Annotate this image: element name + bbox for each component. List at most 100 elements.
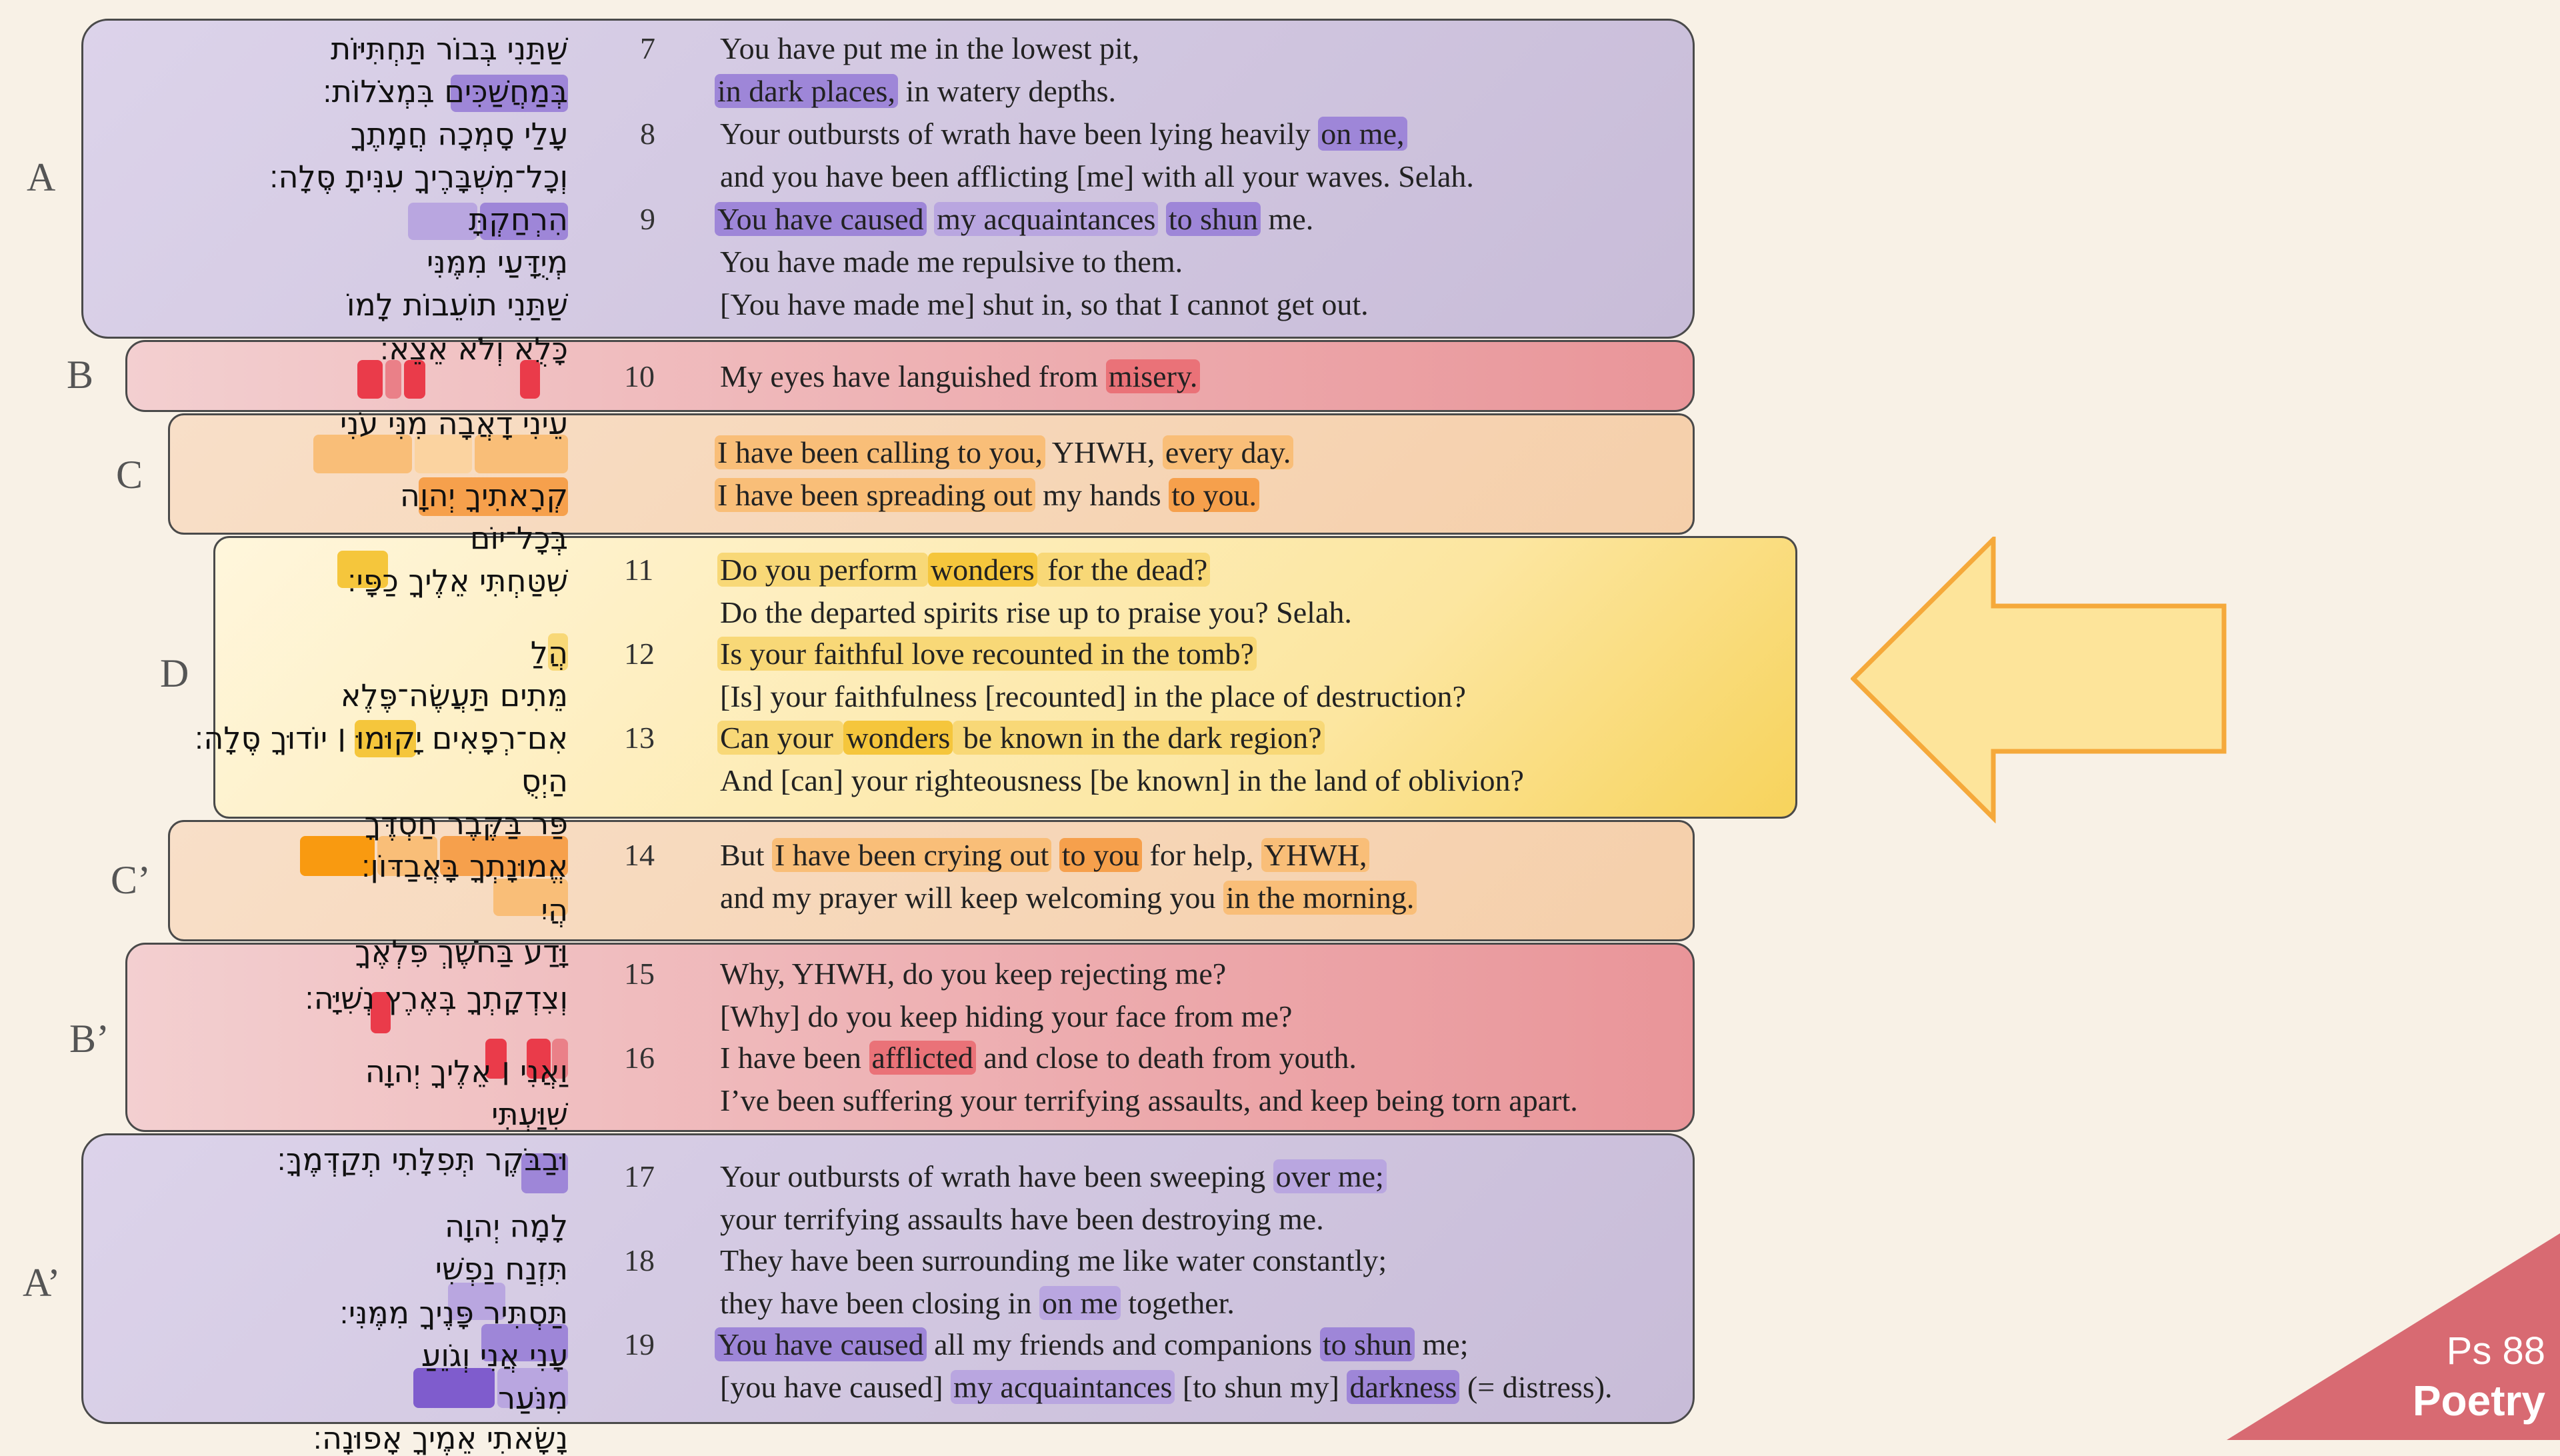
highlight: in the morning. — [1223, 881, 1417, 915]
hebrew-highlight — [371, 992, 391, 1033]
hebrew-highlight — [355, 720, 416, 757]
verse-number: 16 — [624, 1041, 655, 1075]
highlight: wonders — [927, 553, 1037, 587]
section-label-c-prime: C’ — [111, 858, 151, 902]
text: my hands — [1035, 478, 1169, 512]
highlight: to shun — [1319, 1327, 1415, 1361]
english-line: I have been afflicted and close to death… — [720, 1040, 1357, 1075]
verse-number: 18 — [624, 1243, 655, 1277]
text: [Why] do you keep hiding your face from … — [720, 999, 1293, 1033]
section-label-b-prime: B’ — [69, 1017, 109, 1061]
hebrew-line: קְרָאתִיךָ יְהוָה — [399, 477, 568, 513]
english-line: You have caused my acquaintances to shun… — [715, 201, 1313, 237]
text: My eyes have languished from — [720, 359, 1106, 393]
hebrew-highlight — [408, 203, 477, 240]
hebrew-highlight — [419, 477, 568, 516]
corner-triangle — [2227, 1233, 2560, 1440]
english-line: And [can] your righteousness [be known] … — [720, 763, 1524, 798]
english-line: [You have made me] shut in, so that I ca… — [720, 287, 1369, 322]
hebrew-line: וָּדַע בַּחֹשֶׁךְ פִּלְאֶךָ — [355, 933, 568, 969]
hebrew-line: מֵּתִים תַּעֲשֶׂה־פֶּלֶא — [340, 677, 568, 713]
hebrew-line: שִׁוַּעְתִּי — [491, 1096, 568, 1132]
text: your terrifying assaults have been destr… — [720, 1202, 1324, 1236]
highlight: for the dead? — [1037, 553, 1211, 587]
hebrew-highlight — [413, 1368, 495, 1408]
text: me; — [1415, 1327, 1469, 1361]
hebrew-line: הִרְחַקְתָּ — [469, 201, 568, 237]
left-arrow-icon — [1851, 537, 2227, 823]
english-line: My eyes have languished from misery. — [720, 359, 1201, 394]
hebrew-line: אֱמוּנָתְךָ בָּאֲבַדּוֹן׃ — [361, 848, 568, 884]
highlight: I have been crying out — [771, 838, 1052, 872]
section-label-a-prime: A’ — [23, 1261, 61, 1305]
verse-number: 14 — [624, 838, 655, 872]
hebrew-highlight — [300, 836, 375, 876]
verse-number: 11 — [624, 553, 654, 587]
english-line: You have put me in the lowest pit, — [720, 31, 1139, 66]
hebrew-line: פַּר בַּקֶּבֶר חַסְדֶּךָ — [364, 805, 568, 841]
hebrew-highlight — [448, 1283, 505, 1320]
english-line: Can your wonders be known in the dark re… — [717, 720, 1325, 755]
verse-number: 7 — [640, 31, 655, 65]
english-line: [you have caused] my acquaintances [to s… — [720, 1369, 1613, 1405]
highlight: misery. — [1105, 359, 1201, 393]
hebrew-line: הַיְסֻ — [521, 763, 568, 799]
highlight: to you — [1059, 838, 1143, 872]
highlight: on me — [1039, 1286, 1121, 1320]
hebrew-line: נָשָׂאתִי אֵמֶיךָ אָפוּנָה׃ — [313, 1420, 568, 1456]
highlight: YHWH, — [1261, 838, 1370, 872]
text: [You have made me] shut in, so that I ca… — [720, 287, 1369, 321]
english-line: they have been closing in on me together… — [720, 1285, 1235, 1321]
english-line: Your outbursts of wrath have been sweepi… — [720, 1159, 1387, 1194]
hebrew-line: וְכָל־מִשְׁבָּרֶיךָ עִנִּיתָ סֶּלָה׃ — [269, 159, 568, 195]
highlight: every day. — [1162, 435, 1294, 469]
text: Your outbursts of wrath have been sweepi… — [720, 1159, 1273, 1193]
section-label-d: D — [160, 651, 189, 695]
hebrew-highlight — [493, 879, 568, 916]
highlight: be known in the dark region? — [953, 721, 1325, 755]
hebrew-line: הֲיִ — [541, 892, 568, 928]
hebrew-line: וּבַבֹּקֶר תְּפִלָּתִי תְקַדְּמֶךָּ׃ — [277, 1141, 568, 1177]
highlight: Can your — [717, 721, 844, 755]
text: together. — [1120, 1286, 1235, 1320]
hebrew-highlight — [485, 1039, 507, 1079]
english-line: I’ve been suffering your terrifying assa… — [720, 1083, 1578, 1118]
hebrew-highlight — [377, 836, 437, 876]
hebrew-highlight — [313, 435, 412, 473]
highlight: in dark places, — [715, 74, 898, 108]
hebrew-line: תִּזְנַח נַפְשִׁי — [435, 1251, 568, 1287]
hebrew-line: כָּלֻא וְלֹא אֵצֵא׃ — [379, 331, 568, 367]
english-line: in dark places, in watery depths. — [715, 73, 1116, 109]
section-label-c: C — [116, 453, 143, 497]
verse-number: 15 — [624, 957, 655, 991]
highlight: You have caused — [715, 202, 927, 236]
hebrew-highlight — [440, 836, 568, 876]
highlight: to shun — [1165, 202, 1261, 236]
english-line: Do the departed spirits rise up to prais… — [720, 595, 1352, 630]
hebrew-line: עֵינִי דָאֲבָה מִנִּי עֹנִי — [339, 405, 568, 441]
english-line: Do you perform wonders for the dead? — [717, 552, 1211, 587]
hebrew-line: שִׁטַּחְתִּי אֵלֶיךָ כַפָּי׃ — [347, 563, 568, 599]
highlight: I have been spreading out — [715, 478, 1035, 512]
hebrew-line: בְּמַחֲשַׁכִּים בִּמְצֹלוֹת׃ — [323, 73, 568, 109]
text: me. — [1261, 202, 1314, 236]
genre-label: Poetry — [2412, 1377, 2545, 1425]
highlight: You have caused — [715, 1327, 927, 1361]
text: in watery depths. — [897, 74, 1116, 108]
section-label-a: A — [27, 155, 56, 199]
section-label-b: B — [67, 353, 94, 397]
text: You have made me repulsive to them. — [720, 245, 1183, 279]
text: YHWH, — [1045, 435, 1163, 469]
verse-number: 17 — [624, 1159, 655, 1193]
english-line: But I have been crying out to you for he… — [720, 837, 1370, 873]
verse-number: 8 — [640, 117, 655, 151]
text: You have put me in the lowest pit, — [720, 31, 1140, 65]
hebrew-highlight — [404, 360, 425, 399]
section-b-prime-box — [125, 943, 1695, 1132]
text: Do the departed spirits rise up to prais… — [720, 595, 1352, 629]
english-line: and you have been afflicting [me] with a… — [720, 159, 1474, 194]
hebrew-highlight — [521, 1153, 568, 1193]
text: all my friends and companions — [926, 1327, 1320, 1361]
highlight: my acquaintances — [934, 202, 1159, 236]
hebrew-line: שַׁתַּנִי תוֹעֵבוֹת לָמוֹ — [346, 287, 568, 323]
